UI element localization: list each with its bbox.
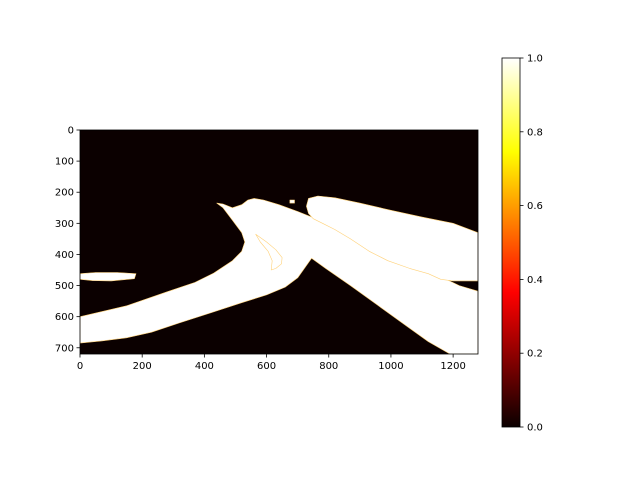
axes-frame bbox=[79, 129, 479, 355]
x-tick-label: 400 bbox=[195, 361, 214, 372]
region-left-blob bbox=[80, 272, 137, 282]
colorbar-tick-label: 0.6 bbox=[527, 201, 543, 212]
colorbar-tick-label: 0.8 bbox=[527, 127, 543, 138]
colorbar-frame bbox=[501, 57, 521, 428]
x-axis: 0 200 400 600 800 1000 1200 bbox=[77, 354, 466, 372]
x-tick-label: 200 bbox=[133, 361, 152, 372]
x-tick-label: 1200 bbox=[440, 361, 465, 372]
region-small-dot bbox=[289, 199, 295, 204]
colorbar-ticks: 0.0 0.2 0.4 0.6 0.8 1.0 bbox=[520, 54, 543, 434]
y-tick-label: 0 bbox=[68, 126, 74, 137]
region-upper-right-band bbox=[306, 195, 478, 282]
x-tick-label: 600 bbox=[257, 361, 276, 372]
y-axis: 0 100 200 300 400 500 600 700 bbox=[55, 126, 80, 354]
colorbar-tick-label: 1.0 bbox=[527, 54, 543, 65]
y-tick-label: 600 bbox=[55, 312, 74, 323]
image-axes: 0 200 400 600 800 1000 1200 0 100 200 300 400 500 60… bbox=[55, 126, 479, 372]
y-tick-label: 200 bbox=[55, 188, 74, 199]
y-tick-label: 300 bbox=[55, 219, 74, 230]
y-tick-label: 500 bbox=[55, 281, 74, 292]
y-tick-label: 100 bbox=[55, 157, 74, 168]
colorbar: 0.0 0.2 0.4 0.6 0.8 1.0 bbox=[501, 54, 543, 434]
colorbar-gradient bbox=[502, 58, 520, 427]
colorbar-tick-label: 0.2 bbox=[527, 349, 543, 360]
y-tick-label: 700 bbox=[55, 343, 74, 354]
x-tick-label: 1000 bbox=[378, 361, 403, 372]
colorbar-tick-label: 0.4 bbox=[527, 275, 543, 286]
y-tick-label: 400 bbox=[55, 250, 74, 261]
colorbar-tick-label: 0.0 bbox=[527, 423, 543, 434]
region-inner-arc bbox=[255, 233, 283, 271]
mask-regions bbox=[80, 195, 478, 354]
x-tick-label: 0 bbox=[77, 361, 83, 372]
x-tick-label: 800 bbox=[319, 361, 338, 372]
